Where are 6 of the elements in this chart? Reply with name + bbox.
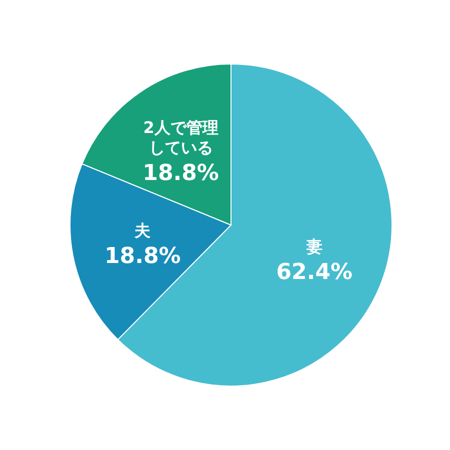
- data-label: 18.8%: [142, 161, 219, 186]
- slice-label: 妻: [305, 237, 322, 256]
- data-label: 62.4%: [276, 260, 353, 286]
- slice-label: 2人で管理している: [143, 118, 218, 158]
- slice-label: 夫: [134, 221, 152, 240]
- data-label: 18.8%: [104, 244, 181, 270]
